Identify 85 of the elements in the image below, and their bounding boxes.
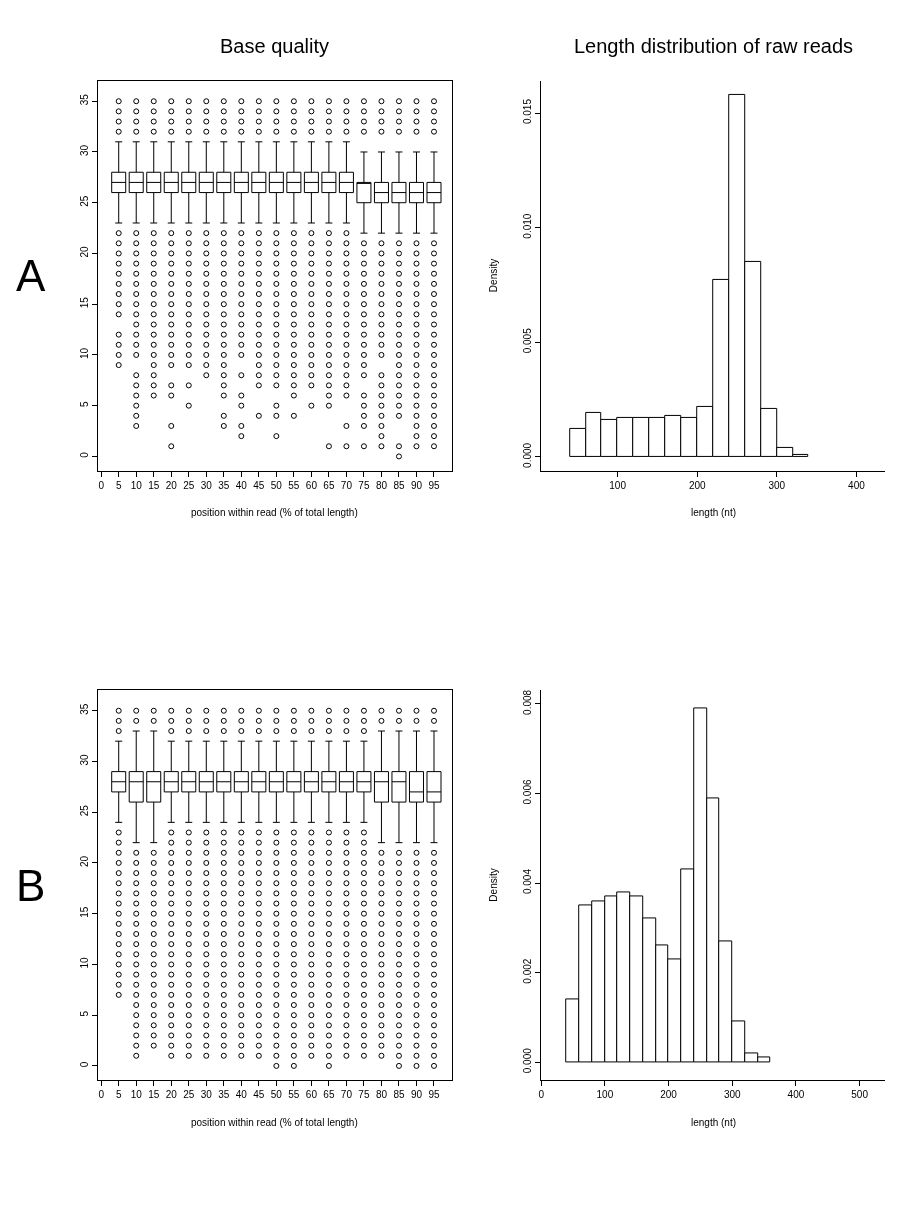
y-tick-label: 0.010 [522,213,534,239]
x-tick-label: 50 [270,479,283,491]
y-tick-label: 35 [78,93,90,106]
y-tick-label: 5 [78,400,90,407]
x-tick-label: 10 [130,1089,143,1101]
x-tick-label: 45 [253,479,265,491]
y-tick-label: 0.000 [522,442,534,468]
x-tick-label: 60 [305,1089,318,1101]
x-tick-label: 90 [410,479,423,491]
x-tick-label: 55 [288,479,300,491]
y-tick-label: 0 [78,451,90,458]
x-tick-label: 300 [723,1089,742,1101]
y-tick-label: 0.004 [522,868,534,895]
x-tick-label: 75 [358,479,370,491]
y-tick-label: 0.015 [522,98,534,125]
x-tick-label: 200 [660,1089,678,1101]
y-tick-label: 20 [78,245,90,258]
y-tick-label: 0.005 [522,327,534,354]
chart-title: Length distribution of raw reads [574,35,854,57]
x-tick-label: 300 [768,479,786,491]
y-tick-label: 0.000 [522,1047,534,1074]
y-axis-title: Density [487,258,499,293]
x-tick-label: 20 [165,1089,178,1101]
x-tick-label: 0 [538,1089,545,1101]
x-axis-title: length (nt) [691,507,737,518]
y-tick-label: 35 [78,703,90,715]
x-tick-label: 50 [270,1089,283,1101]
x-tick-label: 40 [235,479,248,491]
x-tick-label: 85 [393,479,405,491]
x-tick-label: 35 [218,1089,230,1101]
y-tick-label: 0.002 [522,958,534,984]
x-tick-label: 100 [609,479,627,491]
y-tick-label: 10 [78,956,90,969]
x-tick-label: 20 [165,479,178,491]
x-tick-label: 70 [340,479,353,491]
chart-title: Base quality [220,35,329,57]
x-tick-label: 65 [323,479,335,491]
x-tick-label: 400 [848,479,866,491]
x-tick-label: 40 [235,1089,248,1101]
x-tick-label: 80 [375,479,388,491]
x-tick-label: 30 [200,479,213,491]
x-tick-label: 70 [340,1089,353,1101]
x-axis-title: position within read (% of total length) [191,1117,358,1128]
text: B [16,861,46,910]
y-tick-label: 30 [78,753,90,766]
x-tick-label: 0 [98,479,105,491]
x-tick-label: 90 [410,1089,423,1101]
y-tick-label: 15 [78,906,90,918]
x-tick-label: 5 [115,1089,122,1101]
text: A [16,251,46,300]
y-tick-label: 10 [78,347,90,359]
y-tick-label: 5 [78,1010,90,1017]
x-tick-label: 500 [851,1089,869,1101]
x-tick-label: 95 [428,479,440,491]
x-tick-label: 35 [218,479,230,491]
x-tick-label: 95 [428,1089,440,1101]
x-tick-label: 60 [305,479,318,491]
x-tick-label: 75 [358,1089,370,1101]
x-tick-label: 55 [288,1089,300,1101]
x-tick-label: 65 [323,1089,335,1101]
x-tick-label: 80 [375,1089,388,1101]
y-axis-title: Density [488,868,500,902]
x-tick-label: 85 [393,1089,405,1101]
x-tick-label: 100 [596,1089,614,1101]
y-tick-label: 0 [78,1061,90,1068]
x-tick-label: 25 [183,479,195,491]
x-tick-label: 10 [130,479,143,491]
x-tick-label: 5 [115,479,122,491]
x-tick-label: 0 [98,1089,105,1101]
x-tick-label: 15 [148,1089,160,1101]
x-tick-label: 400 [787,1089,805,1101]
x-tick-label: 25 [183,1089,195,1101]
x-axis-title: position within read (% of total length) [191,507,358,518]
x-tick-label: 200 [688,479,707,491]
y-tick-label: 0.006 [522,779,534,805]
y-tick-label: 25 [78,195,90,207]
x-tick-label: 30 [200,1089,213,1101]
y-tick-label: 15 [78,296,90,309]
y-tick-label: 25 [78,804,90,817]
y-tick-label: 20 [78,855,90,868]
y-tick-label: 30 [78,144,90,157]
x-tick-label: 15 [148,479,160,491]
x-axis-title: length (nt) [691,1117,737,1128]
y-tick-label: 0.008 [522,689,534,715]
x-tick-label: 45 [253,1089,265,1101]
